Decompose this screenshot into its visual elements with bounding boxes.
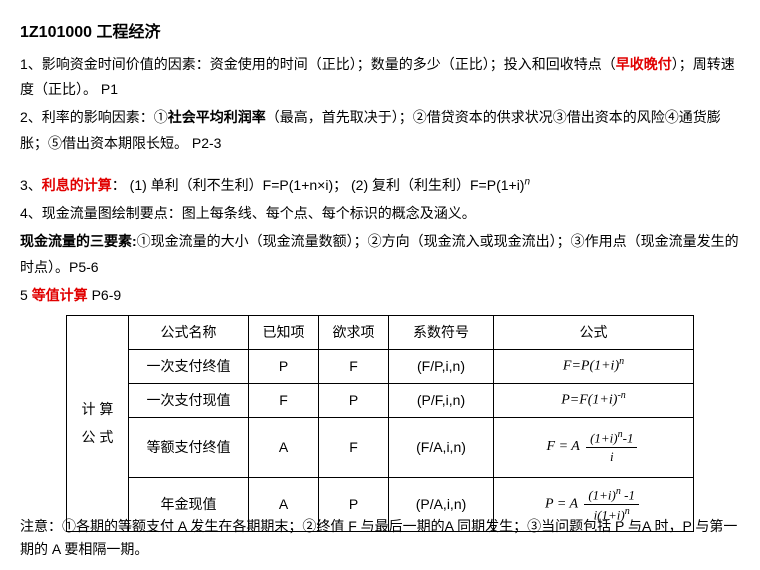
h1: 公式名称 [129,315,249,349]
para-3: 3、利息的计算： (1) 单利（利不生利）F=P(1+n×i)； (2) 复利（… [20,173,742,199]
table-row: 等额支付终值 A F (F/A,i,n) F = A (1+i)n-1 i [67,417,694,477]
h2: 已知项 [249,315,319,349]
para-2-bold: 社会平均利润率 [168,109,266,125]
row-header: 计 算公 式 [67,315,129,531]
f-r4-num-b: -1 [621,487,635,502]
para-5b: P6-9 [88,287,121,303]
para-1: 1、影响资金时间价值的因素：资金使用的时间（正比）；数量的多少（正比）；投入和回… [20,52,742,104]
f-r3-num-a: (1+i) [590,431,618,446]
chapter-title: 1Z101000 工程经济 [20,18,742,48]
r2c2: F [249,383,319,417]
para-4b: 现金流量的三要素:①现金流量的大小（现金流量数额）；②方向（现金流入或现金流出）… [20,229,742,281]
r1c3: F [319,349,389,383]
para-3a: 3、 [20,177,42,193]
r1c1: 一次支付终值 [129,349,249,383]
f-r1-sup: n [619,356,624,367]
para-4: 4、现金流量图绘制要点：图上每条线、每个点、每个标识的概念及涵义。 [20,201,742,227]
f-r3-den: i [586,448,637,465]
h3: 欲求项 [319,315,389,349]
f-r2-a: P=F(1+i) [561,393,617,408]
r3c2: A [249,417,319,477]
r3c1: 等额支付终值 [129,417,249,477]
r3c3: F [319,417,389,477]
r2c4: (P/F,i,n) [389,383,494,417]
h4: 系数符号 [389,315,494,349]
r1c2: P [249,349,319,383]
r2c5: P=F(1+i)-n [494,383,694,417]
para-2a: 2、利率的影响因素：① [20,109,168,125]
para-4b-bold: 现金流量的三要素: [20,233,137,249]
para-3-red: 利息的计算 [42,177,112,193]
f-r4-a: P = A [545,496,578,511]
para-5-red: 等值计算 [32,287,88,303]
r1c4: (F/P,i,n) [389,349,494,383]
r2c3: P [319,383,389,417]
r3c5: F = A (1+i)n-1 i [494,417,694,477]
f-r3-frac: (1+i)n-1 i [586,429,637,465]
formula-table: 计 算公 式 公式名称 已知项 欲求项 系数符号 公式 一次支付终值 P F (… [66,315,694,532]
h5: 公式 [494,315,694,349]
para-5a: 5 [20,287,32,303]
table-row: 一次支付现值 F P (P/F,i,n) P=F(1+i)-n [67,383,694,417]
r2c1: 一次支付现值 [129,383,249,417]
para-3b: ： (1) 单利（利不生利）F=P(1+n×i)； (2) 复利（利生利）F=P… [112,177,525,193]
r3c4: (F/A,i,n) [389,417,494,477]
f-r2-sup: -n [617,390,625,401]
table-row: 一次支付终值 P F (F/P,i,n) F=P(1+i)n [67,349,694,383]
r1c5: F=P(1+i)n [494,349,694,383]
para-5: 5 等值计算 P6-9 [20,283,742,309]
footer-note: 注意：①各期的等额支付 A 发生在各期期末；②终值 F 与最后一期的A 同期发生… [20,515,740,560]
para-2: 2、利率的影响因素：①社会平均利润率（最高，首先取决于）；②借贷资本的供求状况③… [20,105,742,157]
f-r3-a: F = A [547,439,580,454]
f-r3-num-b: -1 [623,431,634,446]
para-3-sup: n [524,177,530,188]
f-r1-a: F=P(1+i) [563,359,619,374]
para-1-red: 早收晚付 [616,56,672,72]
para-1a: 1、影响资金时间价值的因素：资金使用的时间（正比）；数量的多少（正比）；投入和回… [20,56,616,72]
f-r4-num-a: (1+i) [588,487,616,502]
